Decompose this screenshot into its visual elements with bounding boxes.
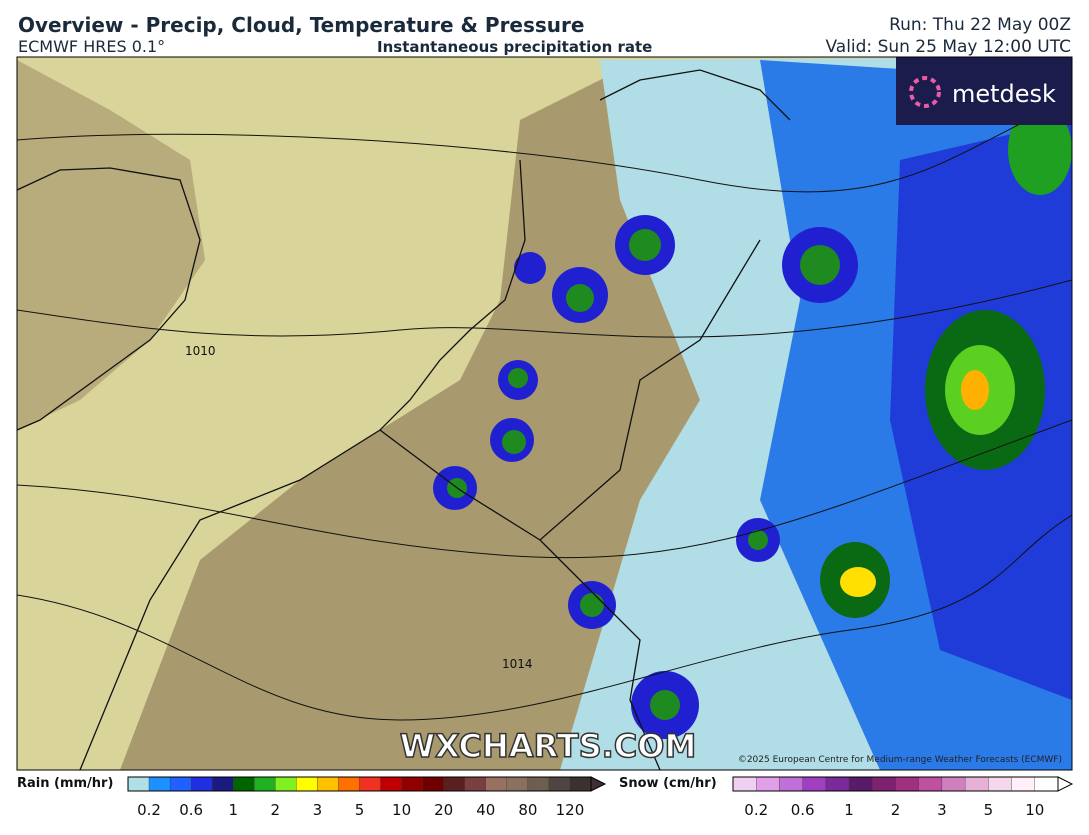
colorbar-tick-label: 5 — [355, 801, 365, 819]
copyright: ©2025 European Centre for Medium-range W… — [738, 755, 1062, 765]
precip-core — [961, 370, 989, 410]
colorbar-cell — [756, 776, 780, 792]
valid: Valid: Sun 25 May 12:00 UTC — [825, 37, 1071, 57]
colorbar-cell — [802, 776, 827, 792]
colorbar-tick-label: 3 — [313, 801, 323, 819]
colorbar-cell — [988, 776, 1012, 792]
colorbar-cell — [848, 776, 873, 792]
colorbar-cell — [506, 776, 529, 792]
snow-label: Snow (cm/hr) — [619, 776, 717, 791]
precip-core — [1008, 105, 1072, 195]
colorbar-cell — [422, 776, 444, 792]
colorbar-cell — [485, 776, 507, 792]
colorbar-cell — [380, 776, 402, 792]
colorbar-cell — [895, 776, 919, 792]
colorbar-tick-label: 120 — [556, 801, 585, 819]
colorbar-tick-label: 40 — [476, 801, 495, 819]
colorbar-cell — [941, 776, 966, 792]
colorbar-cell — [1011, 776, 1035, 792]
isobars — [17, 99, 1072, 721]
colorbar-cell — [233, 776, 255, 792]
colorbar-cell — [918, 776, 943, 792]
colorbar-tick-label: 3 — [937, 801, 947, 819]
logo: metdesk — [952, 80, 1056, 108]
colorbar-tick-label: 0.2 — [137, 801, 161, 819]
colorbar-cell — [169, 776, 192, 792]
colorbar-cell — [779, 776, 803, 792]
colorbar-cell — [872, 776, 896, 792]
watermark: WXCHARTS.COM — [400, 727, 697, 765]
isobar-label: 1010 — [185, 344, 216, 358]
colorbar-cell — [548, 776, 571, 792]
map-frame — [16, 56, 1073, 771]
colorbar-tick-label: 2 — [891, 801, 901, 819]
colorbar-cell — [401, 776, 423, 792]
colorbar-cell — [443, 776, 465, 792]
colorbar-cell — [527, 776, 550, 792]
colorbar-tick-label: 10 — [1025, 801, 1044, 819]
colorbar-cell — [359, 776, 381, 792]
run: Run: Thu 22 May 00Z — [889, 15, 1071, 35]
colorbar-cell — [148, 776, 171, 792]
colorbar-tick-label: 1 — [844, 801, 854, 819]
colorbar-arrow — [590, 776, 607, 792]
colorbar-tick-label: 2 — [271, 801, 281, 819]
colorbar-cell — [338, 776, 360, 792]
colorbar-cell — [964, 776, 989, 792]
colorbar-tick-label: 80 — [518, 801, 537, 819]
logo-box — [896, 57, 1072, 125]
colorbar-frame — [127, 776, 592, 792]
rain-label: Rain (mm/hr) — [17, 776, 113, 791]
colorbar-cell — [190, 776, 213, 792]
colorbar-cell — [212, 776, 234, 792]
colorbar-cell — [317, 776, 339, 792]
colorbar-tick-label: 0.6 — [179, 801, 203, 819]
coastline — [17, 69, 791, 770]
colorbar-cell — [464, 776, 486, 792]
colorbar-tick-label: 10 — [392, 801, 411, 819]
colorbar-cell — [1034, 776, 1059, 792]
colorbar-tick-label: 1 — [228, 801, 238, 819]
subtitle: Instantaneous precipitation rate — [377, 38, 653, 56]
colorbar-tick-label: 20 — [434, 801, 453, 819]
colorbar-tick-label: 0.2 — [744, 801, 768, 819]
isobar-label: 1014 — [502, 657, 533, 671]
colorbar-cell — [825, 776, 850, 792]
colorbar-frame — [732, 776, 1059, 792]
colorbar-cell — [296, 776, 318, 792]
title: Overview - Precip, Cloud, Temperature & … — [18, 13, 585, 37]
colorbar-cell — [569, 776, 592, 792]
precip-core — [840, 567, 876, 597]
colorbar-cell — [254, 776, 276, 792]
colorbar-tick-label: 0.6 — [791, 801, 815, 819]
colorbar-cell — [732, 776, 757, 792]
model: ECMWF HRES 0.1° — [18, 37, 166, 56]
colorbar-tick-label: 5 — [984, 801, 994, 819]
colorbar-cell — [275, 776, 297, 792]
logo-icon — [909, 76, 941, 108]
land — [17, 60, 205, 430]
colorbar-cell — [127, 776, 150, 792]
colorbar-arrow — [1057, 776, 1074, 792]
